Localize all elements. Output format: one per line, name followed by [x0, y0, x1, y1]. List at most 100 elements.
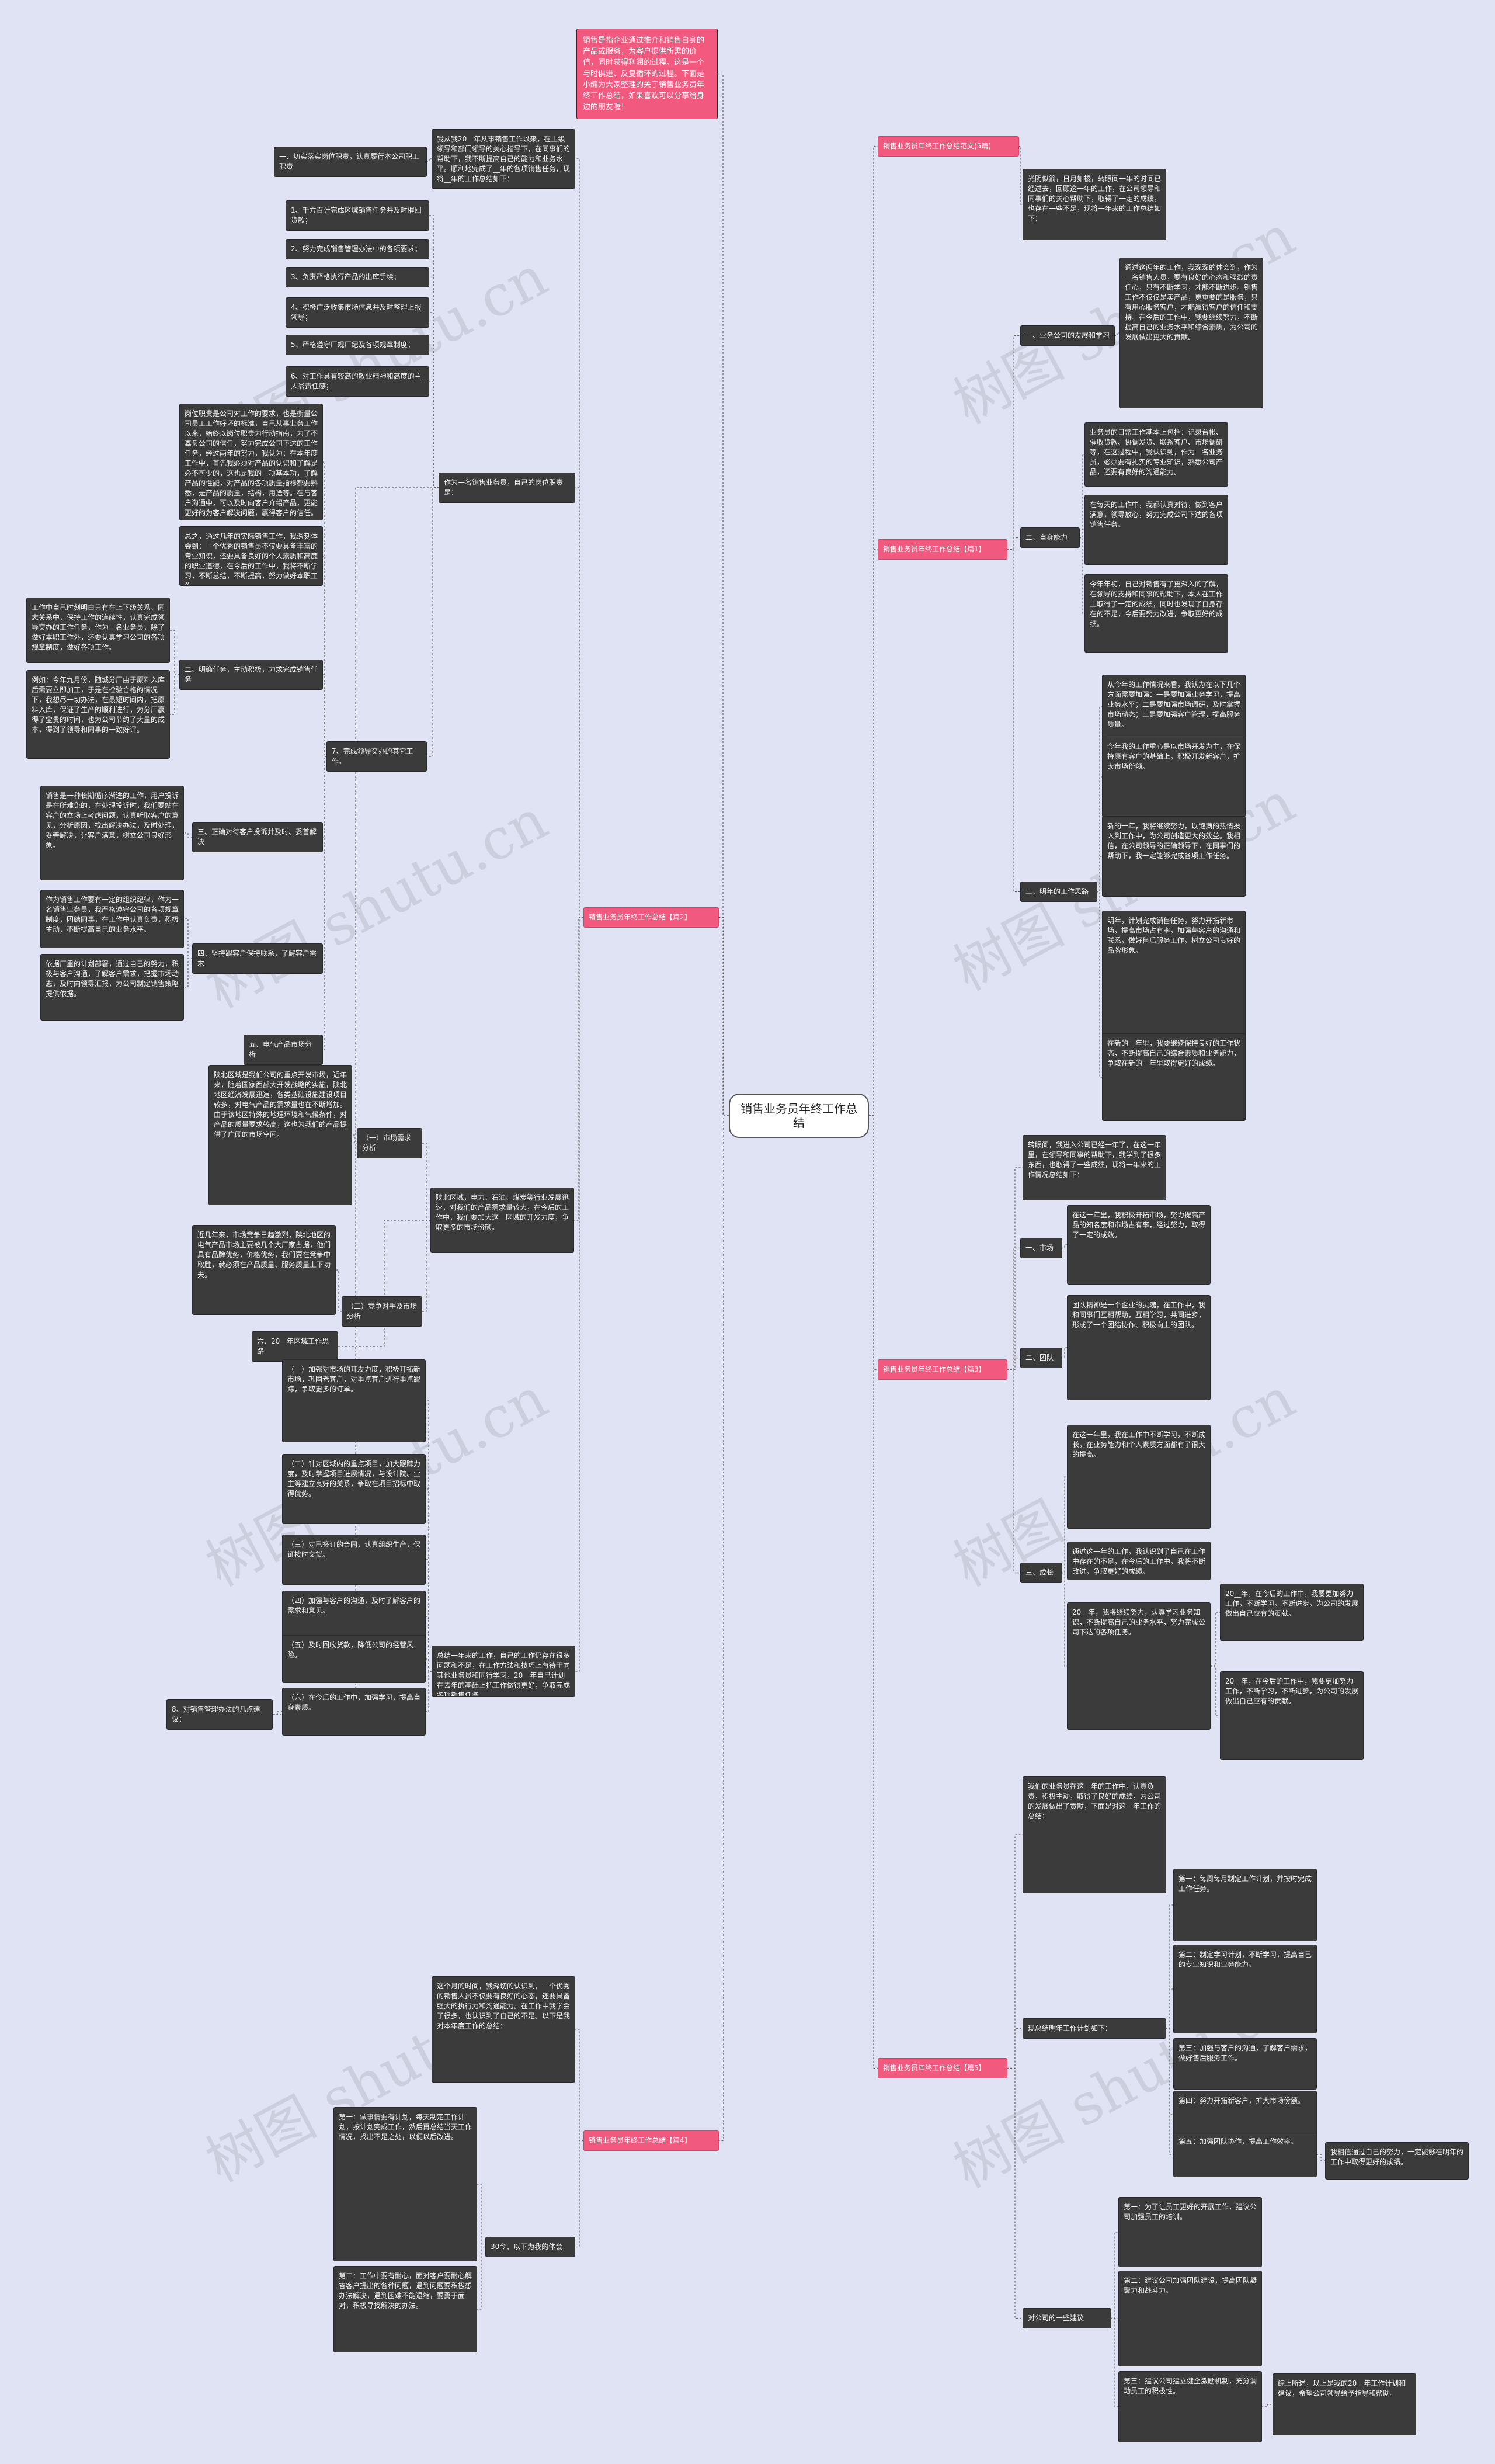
- p5-suggest-item[interactable]: 第一：为了让员工更好的开展工作，建议公司加强员工的培训。: [1119, 2198, 1261, 2267]
- branch-p2[interactable]: 销售业务员年终工作总结【篇2】: [584, 908, 718, 927]
- p5-plan-item[interactable]: 第一：每周每月制定工作计划，并按时完成工作任务。: [1174, 1869, 1316, 1941]
- p1-section-detail[interactable]: 通过这两年的工作，我深深的体会到，作为一名销售人员，要有良好的心态和强烈的责任心…: [1120, 258, 1263, 408]
- p5-suggest-item[interactable]: 第二：建议公司加强团队建设，提高团队凝聚力和战斗力。: [1119, 2271, 1261, 2366]
- connector-line: [1210, 1612, 1221, 1667]
- duty-detail[interactable]: 岗位职责是公司对工作的要求，也是衡量公司员工工作好坏的标准，自己从事业务工作以来…: [180, 404, 322, 520]
- left-top-intro[interactable]: 我从我20__年从事销售工作以来，在上级领导和部门领导的关心指导下，在同事们的帮…: [432, 130, 575, 188]
- branch-p3[interactable]: 销售业务员年终工作总结【篇3】: [878, 1360, 1007, 1379]
- duty-item[interactable]: 1、千方百计完成区域销售任务并及时催回货款；: [286, 201, 429, 230]
- p3-section-detail[interactable]: 20__年，在今后的工作中，我要更加努力工作，不断学习，不断进步，为公司的发展做…: [1221, 1672, 1363, 1759]
- p5-plan-item[interactable]: 第四：努力开拓新客户，扩大市场份额。: [1174, 2091, 1316, 2138]
- p3-section-detail[interactable]: 团队精神是一个企业的灵魂，在工作中，我和同事们互相帮助，互相学习，共同进步，形成…: [1068, 1296, 1210, 1400]
- p4-intro[interactable]: 这个月的时间，我深切的认识到，一个优秀的销售人员不仅要有良好的心态，还要具备强大…: [432, 1977, 575, 2082]
- p3-section-detail[interactable]: 在这一年里，我积极开拓市场，努力提高产品的知名度和市场占有率，经过努力，取得了一…: [1068, 1206, 1210, 1284]
- connector-line: [183, 958, 193, 988]
- section-detail[interactable]: 依据厂里的计划部署，通过自己的努力，积极与客户沟通，了解客户需求，把握市场动态，…: [41, 955, 183, 1020]
- branch-p5[interactable]: 销售业务员年终工作总结【篇5】: [878, 2059, 1007, 2078]
- connector-line: [1114, 332, 1120, 336]
- p1-section-detail[interactable]: 在新的一年里，我要继续保持良好的工作状态，不断提高自己的综合素质和业务能力，争取…: [1103, 1034, 1245, 1120]
- branch-p4[interactable]: 销售业务员年终工作总结【篇4】: [584, 2131, 718, 2150]
- section-detail[interactable]: 近几年来，市场竞争日趋激烈，陕北地区的电气产品市场主要被几个大厂家占据，他们具有…: [193, 1226, 335, 1314]
- section-title[interactable]: 五、电气产品市场分析: [244, 1035, 322, 1064]
- p1-section-title[interactable]: 三、明年的工作思路: [1021, 882, 1097, 901]
- connector-line: [322, 756, 327, 1050]
- p5-plan-item[interactable]: 第三：加强与客户的沟通，了解客户需求，做好售后服务工作。: [1174, 2039, 1316, 2089]
- connector-line: [425, 1671, 432, 1712]
- p4-detail[interactable]: 第一：做事情要有计划，每天制定工作计划，按计划完成工作，然后再总结当天工作情况，…: [334, 2108, 477, 2261]
- connector-line: [183, 918, 193, 959]
- p1-section-detail[interactable]: 业务员的日常工作基本上包括：记录台帐、催收货款、协调发货、联系客户、市场调研等，…: [1085, 423, 1228, 486]
- p5-intro[interactable]: 我们的业务员在这一年的工作中，认真负责，积极主动，取得了良好的成绩，为公司的发展…: [1023, 1777, 1166, 1893]
- connector-line: [1111, 2232, 1119, 2319]
- connector-line: [429, 276, 439, 488]
- p3-section-title[interactable]: 二、团队: [1021, 1348, 1062, 1368]
- section-title[interactable]: 四、坚持跟客户保持联系，了解客户需求: [193, 944, 322, 973]
- section-title[interactable]: （一）市场需求分析: [357, 1129, 422, 1158]
- p1-section-detail[interactable]: 今年我的工作重心是以市场开发为主，在保持原有客户的基础上，积极开发新客户，扩大市…: [1103, 737, 1245, 817]
- branch-p1[interactable]: 销售业务员年终工作总结范文(5篇): [878, 137, 1018, 156]
- ideas-head[interactable]: 总结一年来的工作，自己的工作仍存在很多问题和不足，在工作方法和技巧上有待于向其他…: [432, 1646, 575, 1696]
- p1-section-detail[interactable]: 明年，计划完成销售任务，努力开拓新市场，提高市场占有率，加强与客户的沟通和联系，…: [1103, 911, 1245, 1043]
- p3-section-title[interactable]: 三、成长: [1021, 1563, 1062, 1582]
- p5-plan-title[interactable]: 现总结明年工作计划如下：: [1023, 2019, 1166, 2038]
- branch-p1b[interactable]: 销售业务员年终工作总结【篇1】: [878, 540, 1007, 559]
- section-title[interactable]: 二、明确任务，主动积极，力求完成销售任务: [180, 660, 322, 689]
- p3-section-detail[interactable]: 20__年，在今后的工作中，我要更加努力工作，不断学习，不断进步，为公司的发展做…: [1221, 1584, 1363, 1640]
- connector-line: [1097, 776, 1103, 893]
- duty-detail[interactable]: 总之，通过几年的实际销售工作，我深刻体会到：一个优秀的销售员不仅要具备丰富的专业…: [180, 527, 322, 585]
- p1-section-title[interactable]: 二、自身能力: [1021, 528, 1079, 547]
- idea-item[interactable]: （四）加强与客户的沟通，及时了解客户的需求和意见。: [283, 1591, 425, 1641]
- p5-suggest-title[interactable]: 对公司的一些建议: [1023, 2309, 1111, 2328]
- p1-section-detail[interactable]: 在每天的工作中，我都认真对待，做到客户满意，领导放心，努力完成公司下达的各项销售…: [1085, 495, 1228, 564]
- section-title[interactable]: 三、正确对待客户投诉并及时、妥善解决: [193, 823, 322, 852]
- p3-section-detail[interactable]: 20__年，我将继续努力，认真学习业务知识，不断提高自己的业务水平，努力完成公司…: [1068, 1603, 1210, 1729]
- intro-note[interactable]: 销售是指企业通过推介和销售自身的产品或服务，为客户提供所需的价值，同时获得利润的…: [577, 29, 717, 119]
- p3-intro[interactable]: 转眼间，我进入公司已经一年了，在这一年里，在领导和同事的帮助下，我学到了很多东西…: [1023, 1136, 1166, 1200]
- connector-line: [425, 1559, 432, 1672]
- connector-line: [169, 630, 180, 675]
- p3-section-detail[interactable]: 通过这一年的工作，我认识到了自己在工作中存在的不足，在今后的工作中，我将不断改进…: [1068, 1542, 1210, 1580]
- duty-title[interactable]: 作为一名销售业务员，自己的岗位职责是：: [439, 473, 575, 502]
- p1-section-detail[interactable]: 今年年初，自己对销售有了更深入的了解，在领导的支持和同事的帮助下，本人在工作上取…: [1085, 575, 1228, 652]
- section-detail[interactable]: 销售是一种长期循序渐进的工作，用户投诉是在所难免的，在处理投诉时，我们要站在客户…: [41, 786, 183, 880]
- connector-line: [322, 674, 327, 757]
- left-top-side[interactable]: 一、切实落实岗位职责，认真履行本公司职工职责: [274, 147, 426, 176]
- p3-section-title[interactable]: 一、市场: [1021, 1238, 1062, 1258]
- p1-section-detail[interactable]: 新的一年，我将继续努力，以饱满的热情投入到工作中，为公司创造更大的效益。我相信，…: [1103, 817, 1245, 896]
- p5-plan-item[interactable]: 第五：加强团队协作，提高工作效率。: [1174, 2132, 1316, 2177]
- p1-intro[interactable]: 光阴似箭，日月如梭，转眼间一年的时间已经过去，回顾这一年的工作，在公司领导和同事…: [1023, 169, 1166, 240]
- p1-section-detail[interactable]: 从今年的工作情况来看，我认为在以下几个方面需要加强：一是要加强业务学习，提高业务…: [1103, 675, 1245, 738]
- p5-plan-end[interactable]: 我相信通过自己的努力，一定能够在明年的工作中取得更好的成绩。: [1326, 2143, 1468, 2179]
- section-detail[interactable]: 例如：今年九月份，随城分厂由于原料入库后需要立即加工，于是在检验合格的情况下，我…: [27, 671, 169, 758]
- idea-item[interactable]: （六）在今后的工作中，加强学习，提高自身素质。: [283, 1688, 425, 1735]
- p5-plan-item[interactable]: 第二：制定学习计划，不断学习，提高自己的专业知识和业务能力。: [1174, 1945, 1316, 2033]
- idea-item[interactable]: （二）针对区域内的重点项目，加大跟踪力度，及时掌握项目进展情况，与设计院、业主等…: [283, 1455, 425, 1523]
- p1-section-title[interactable]: 一、业务公司的发展和学习: [1021, 326, 1114, 345]
- duty-item[interactable]: 5、严格遵守厂规厂纪及各项规章制度；: [286, 335, 429, 355]
- p4-title[interactable]: 30今、以下为我的体会: [486, 2237, 575, 2257]
- p3-section-detail[interactable]: 在这一年里，我在工作中不断学习，不断成长，在业务能力和个人素质方面都有了很大的提…: [1068, 1425, 1210, 1528]
- section-detail[interactable]: 工作中自己时刻明白只有在上下级关系、同志关系中，保持工作的连续性，认真完成领导交…: [27, 598, 169, 662]
- plan-title[interactable]: 8、对销售管理办法的几点建议：: [167, 1700, 272, 1729]
- section-title[interactable]: 六、20__年区域工作思路: [252, 1332, 338, 1361]
- idea-item[interactable]: （一）加强对市场的开发力度，积极开拓新市场，巩固老客户，对重点客户进行重点跟踪，…: [283, 1360, 425, 1442]
- duty-item[interactable]: 6、对工作具有较高的敬业精神和高度的主人翁责任感；: [286, 367, 429, 396]
- idea-item[interactable]: （三）对已签订的合同，认真组织生产，保证按时交货。: [283, 1535, 425, 1584]
- root-topic[interactable]: 销售业务员年终工作总结: [729, 1094, 869, 1138]
- connector-line: [352, 1134, 357, 1144]
- duty-item[interactable]: 2、努力完成销售管理办法中的各项要求；: [286, 240, 429, 259]
- duty-item-7[interactable]: 7、完成领导交办的其它工作。: [327, 742, 426, 771]
- connector-line: [573, 917, 584, 1221]
- connector-line: [1210, 1665, 1221, 1716]
- section-title[interactable]: （二）竞争对手及市场分析: [342, 1297, 422, 1326]
- section-detail[interactable]: 作为销售工作要有一定的组织纪律，作为一名销售业务员，我严格遵守公司的各项规章制度…: [41, 890, 183, 948]
- idea-item[interactable]: （五）及时回收货款，降低公司的经营风险。: [283, 1636, 425, 1682]
- p4-detail[interactable]: 第二：工作中要有耐心，面对客户要耐心解答客户提出的各种问题，遇到问题要积极想办法…: [334, 2267, 477, 2352]
- section-detail[interactable]: 陕北区域，电力、石油、煤炭等行业发展迅速，对我们的产品需求量较大，在今后的工作中…: [431, 1188, 573, 1252]
- duty-item[interactable]: 4、积极广泛收集市场信息并及时整理上报领导；: [286, 298, 429, 327]
- duty-item[interactable]: 3、负责严格执行产品的出库手续；: [286, 268, 429, 287]
- p5-suggest-item[interactable]: 第三：建议公司建立健全激励机制，充分调动员工的积极性。: [1119, 2372, 1261, 2442]
- section-detail[interactable]: 陕北区域是我们公司的重点开发市场，近年来，随着国家西部大开发战略的实施，陕北地区…: [209, 1066, 352, 1205]
- p5-conclusion[interactable]: 综上所述，以上是我的20__年工作计划和建议，希望公司领导给予指导和帮助。: [1273, 2374, 1416, 2435]
- connector-line: [869, 1115, 878, 1370]
